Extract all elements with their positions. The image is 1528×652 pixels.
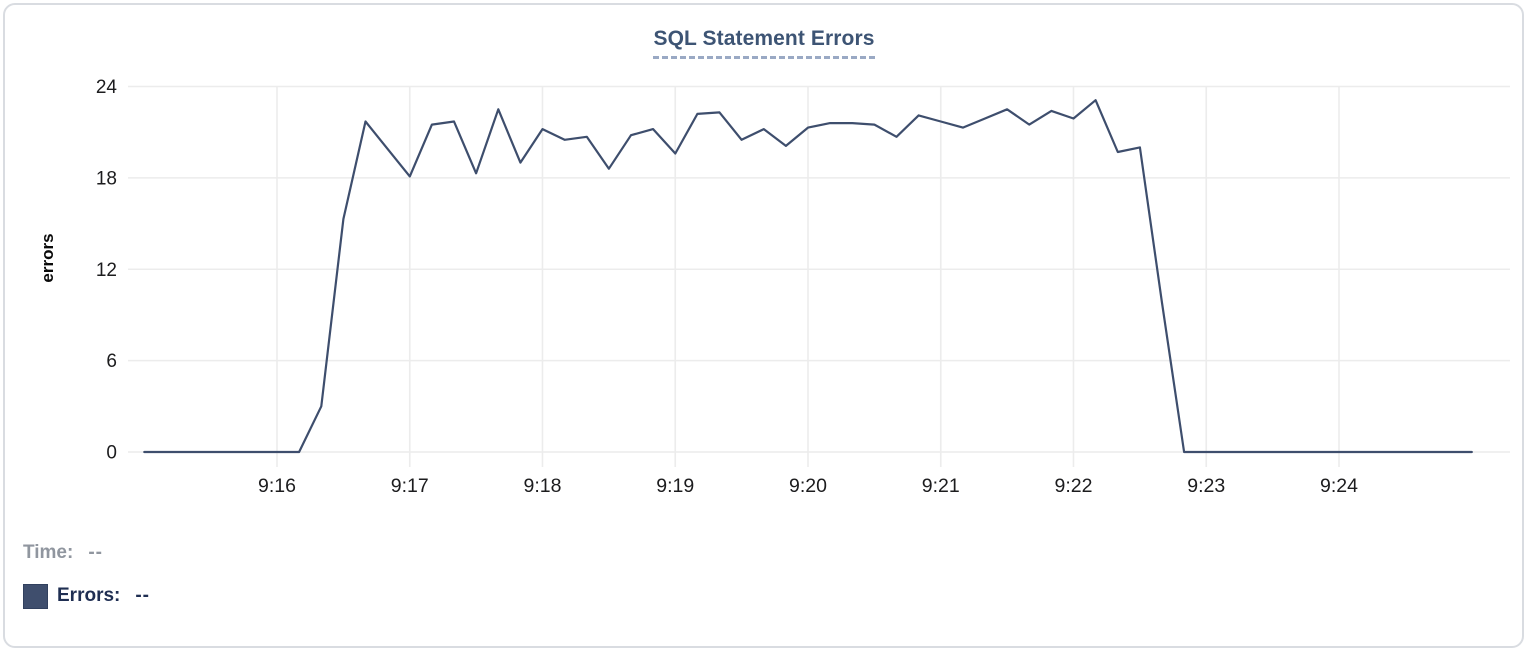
x-tick-label: 9:23 — [1187, 475, 1225, 497]
x-tick-label: 9:19 — [656, 475, 694, 497]
x-tick-label: 9:16 — [258, 475, 296, 497]
chart-title-link[interactable]: SQL Statement Errors — [653, 27, 875, 59]
legend-errors-value: -- — [135, 585, 151, 606]
y-tick-label: 18 — [96, 168, 117, 189]
chart-legend: Time: -- Errors: -- — [23, 540, 150, 626]
legend-time-value: -- — [88, 542, 103, 563]
legend-time-label: Time: — [23, 542, 74, 563]
y-tick-label: 12 — [96, 260, 117, 281]
x-tick-label: 9:21 — [922, 475, 960, 497]
errors-series-line — [143, 99, 1473, 454]
x-tick-label: 9:24 — [1320, 475, 1358, 497]
legend-time-row: Time: -- — [23, 540, 150, 566]
chart-header: SQL Statement Errors — [0, 27, 1528, 59]
y-tick-label: 24 — [96, 77, 118, 98]
errors-series-swatch — [23, 583, 48, 609]
x-tick-label: 9:18 — [524, 475, 562, 497]
y-tick-label: 0 — [106, 443, 117, 464]
legend-errors-row: Errors: -- — [23, 583, 150, 609]
x-tick-label: 9:22 — [1055, 475, 1093, 497]
chart-card — [3, 3, 1524, 648]
x-tick-label: 9:20 — [789, 475, 827, 497]
legend-errors-label: Errors: — [57, 585, 121, 606]
y-tick-label: 6 — [106, 351, 117, 372]
x-tick-label: 9:17 — [391, 475, 429, 497]
